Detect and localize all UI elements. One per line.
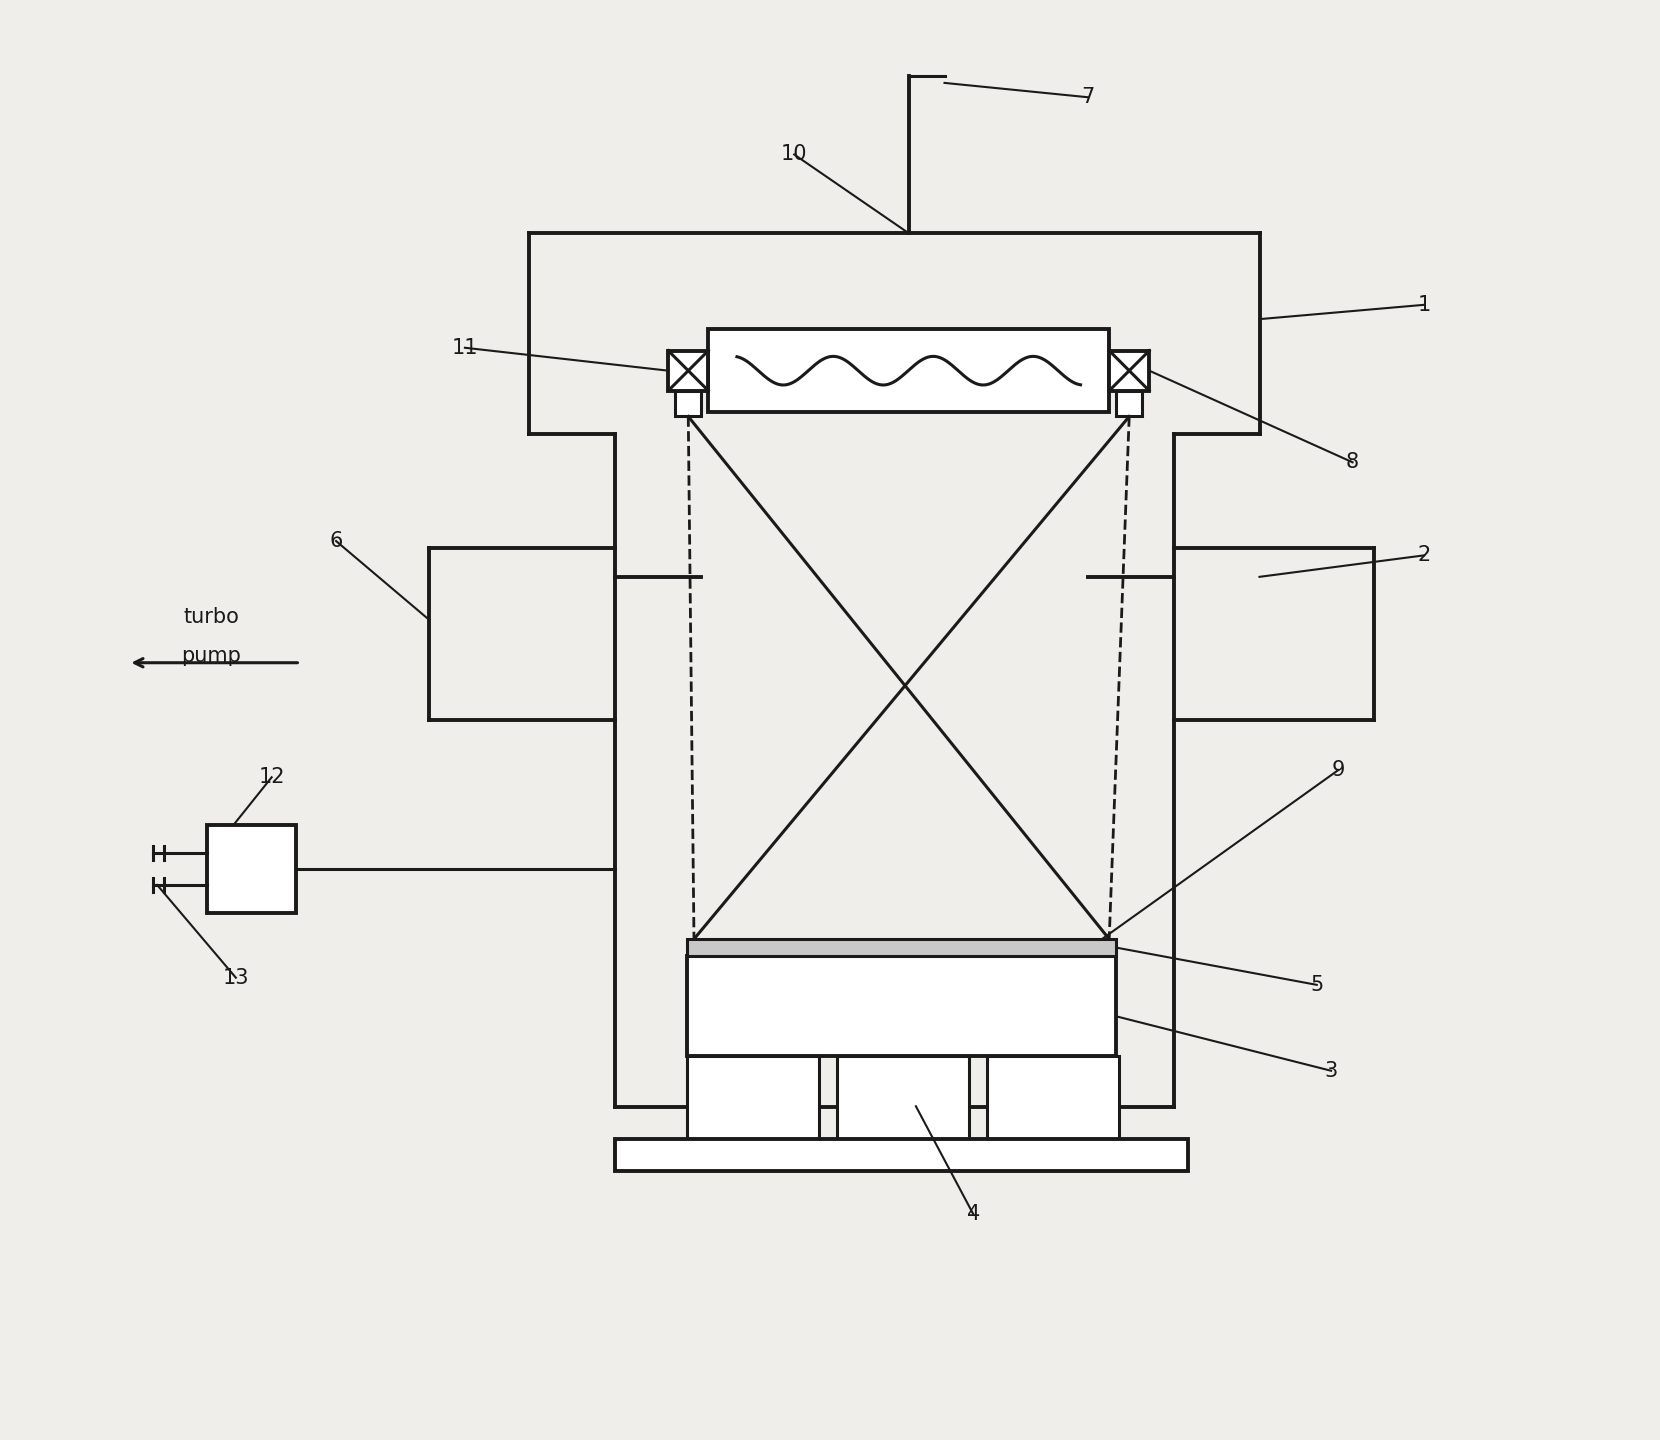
Bar	[988, 1057, 1119, 1139]
Text: 1: 1	[1418, 295, 1431, 315]
Text: 5: 5	[1310, 975, 1323, 995]
Bar	[1116, 390, 1142, 416]
Text: 9: 9	[1331, 760, 1345, 780]
Text: 10: 10	[780, 144, 807, 164]
Text: 12: 12	[259, 768, 286, 788]
Bar	[676, 390, 701, 416]
Bar	[709, 330, 1109, 412]
Text: 11: 11	[452, 338, 478, 357]
Bar	[687, 1057, 818, 1139]
Text: 4: 4	[966, 1204, 979, 1224]
Text: 6: 6	[329, 531, 342, 552]
Bar	[669, 350, 709, 390]
Text: 7: 7	[1081, 88, 1094, 107]
Text: turbo: turbo	[184, 606, 239, 626]
Bar	[208, 825, 295, 913]
Text: 3: 3	[1325, 1061, 1338, 1081]
Text: pump: pump	[181, 645, 241, 665]
Bar	[616, 1139, 1189, 1171]
Text: 2: 2	[1418, 546, 1431, 566]
Text: 8: 8	[1346, 452, 1360, 472]
Text: 13: 13	[222, 968, 249, 988]
Bar	[1109, 350, 1149, 390]
Bar	[687, 939, 1116, 956]
Bar	[687, 956, 1116, 1057]
Bar	[837, 1057, 969, 1139]
